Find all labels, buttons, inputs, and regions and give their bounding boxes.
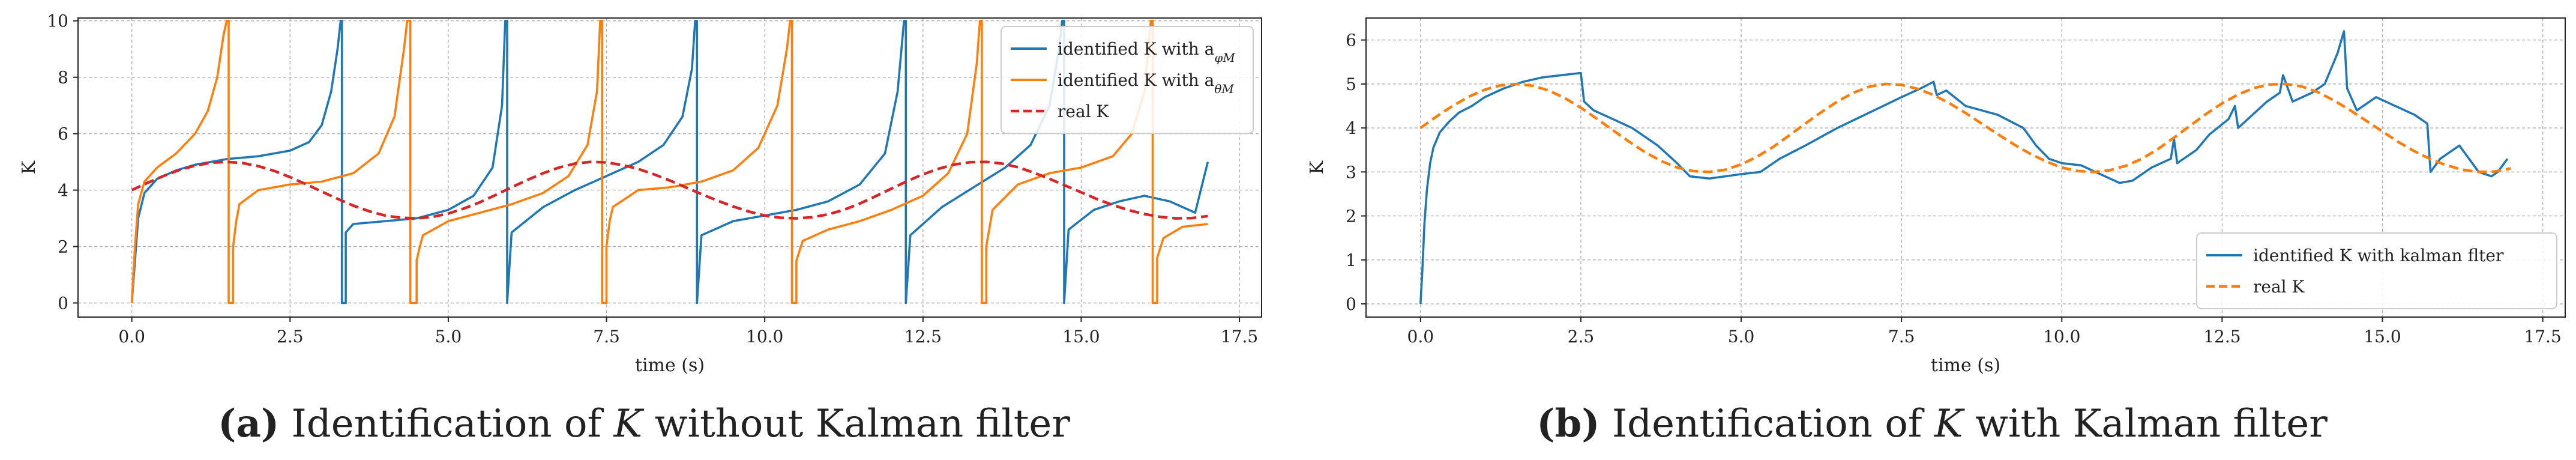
x-tick-label: 17.5 <box>2524 327 2561 347</box>
caption-b-pre: Identification of <box>1612 402 1922 446</box>
y-tick-label: 1 <box>1346 250 1356 270</box>
caption-b-var: K <box>1934 402 1963 446</box>
x-tick-label: 17.5 <box>1221 327 1258 347</box>
caption-a: (a) Identification of K without Kalman f… <box>0 401 1288 446</box>
y-tick-label: 0 <box>58 294 68 313</box>
x-tick-label: 15.0 <box>1062 327 1100 347</box>
axes-frame <box>77 17 1262 318</box>
x-tick-label: 10.0 <box>746 327 783 347</box>
x-tick-label: 2.5 <box>277 327 304 347</box>
y-tick-label: 8 <box>58 68 68 88</box>
x-tick-label: 7.5 <box>593 327 620 347</box>
legend-label-main: identified K with kalman flter <box>2253 246 2504 265</box>
x-tick-label: 5.0 <box>1728 327 1755 347</box>
y-tick-label: 4 <box>1346 118 1356 138</box>
legend-label-0: identified K with aφM <box>1058 39 1235 65</box>
x-tick-label: 5.0 <box>435 327 462 347</box>
x-tick-label: 15.0 <box>2364 327 2401 347</box>
caption-b-letter: (b) <box>1536 401 1600 446</box>
legend-label-1: real K <box>2253 277 2305 297</box>
caption-b-post: with Kalman filter <box>1975 402 2328 446</box>
legend-label-main: real K <box>1058 101 1110 121</box>
legend-box <box>2196 232 2557 309</box>
caption-b: (b) Identification of K with Kalman filt… <box>1288 401 2576 446</box>
caption-a-post: without Kalman filter <box>654 402 1070 446</box>
legend-label-0: identified K with kalman flter <box>2253 246 2504 265</box>
x-tick-label: 0.0 <box>118 327 145 347</box>
figure-a: 0.0 2.5 5.0 7.5 10.0 12.5 15.0 17.5 0 2 4 6 8 10 time … <box>0 11 1288 446</box>
legend-label-1: identified K with aθM <box>1058 70 1234 96</box>
legend-label-sub: θM <box>1214 82 1234 96</box>
x-tick-label: 7.5 <box>1888 327 1915 347</box>
x-tick-label: 2.5 <box>1568 327 1595 347</box>
y-tick-label: 6 <box>58 124 68 144</box>
legend-label-main: identified K with a <box>1058 70 1214 90</box>
x-tick-label: 12.5 <box>904 327 942 347</box>
caption-a-pre: Identification of <box>291 402 602 446</box>
legend-label-main: real K <box>2253 277 2305 297</box>
caption-a-letter: (a) <box>218 401 280 446</box>
chart-a: 0.0 2.5 5.0 7.5 10.0 12.5 15.0 17.5 0 2 4 6 8 10 time … <box>19 11 1262 376</box>
figure-b: 0.0 2.5 5.0 7.5 10.0 12.5 15.0 17.5 0 1 2 3 4 5 6 time … <box>1288 0 2576 460</box>
y-tick-label: 6 <box>1346 31 1356 50</box>
legend-box <box>1001 26 1254 134</box>
axes-frame <box>1365 17 2566 318</box>
y-tick-label: 4 <box>58 181 68 201</box>
chart-b: 0.0 2.5 5.0 7.5 10.0 12.5 15.0 17.5 0 1 2 3 4 5 6 time … <box>1307 17 2566 376</box>
x-axis-label: time (s) <box>635 355 705 376</box>
series-line-1 <box>1419 82 2511 174</box>
y-tick-label: 2 <box>58 237 68 257</box>
series-line-1 <box>130 19 1208 304</box>
caption-a-var: K <box>613 402 643 446</box>
y-tick-label: 0 <box>1346 294 1356 314</box>
y-tick-label: 10 <box>47 11 68 31</box>
series-line-0 <box>1419 30 2509 304</box>
legend-label-2: real K <box>1058 101 1110 121</box>
y-axis-label: K <box>19 160 40 174</box>
x-tick-label: 12.5 <box>2203 327 2240 347</box>
legend-label-main: identified K with a <box>1058 39 1214 59</box>
series-line-2 <box>131 160 1208 220</box>
x-tick-label: 10.0 <box>2043 327 2080 347</box>
y-tick-label: 2 <box>1346 207 1356 226</box>
x-tick-label: 0.0 <box>1407 327 1434 347</box>
y-axis-label: K <box>1307 160 1328 174</box>
y-tick-label: 5 <box>1346 74 1356 94</box>
legend-label-sub: φM <box>1214 50 1235 65</box>
x-axis-label: time (s) <box>1931 355 2000 376</box>
y-tick-label: 3 <box>1346 162 1356 182</box>
